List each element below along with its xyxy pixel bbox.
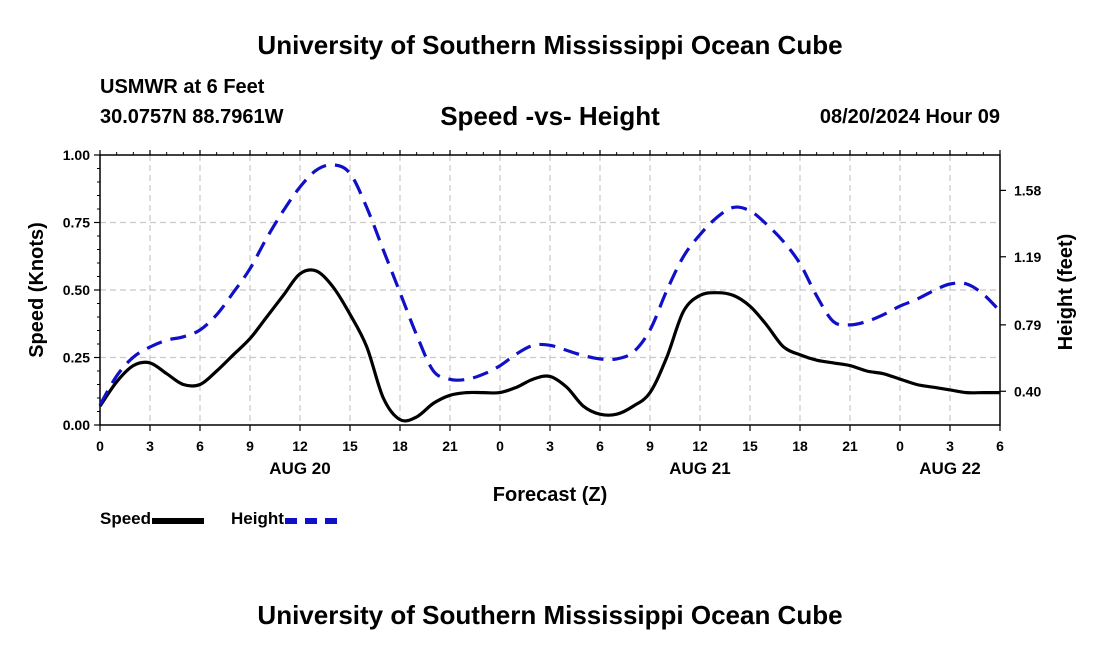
forecast-datetime: 08/20/2024 Hour 09 bbox=[819, 106, 1000, 128]
station-coordinates: 30.0757N 88.7961W bbox=[100, 106, 284, 128]
date-label: AUG 22 bbox=[919, 459, 980, 478]
x-axis-title: Forecast (Z) bbox=[493, 484, 607, 506]
station-name: USMWR at 6 Feet bbox=[100, 76, 265, 98]
x-tick-label: 12 bbox=[692, 438, 708, 454]
y2-tick-label: 1.58 bbox=[1014, 182, 1041, 198]
series-lines bbox=[98, 163, 1002, 423]
y-axis-title: Speed (Knots) bbox=[26, 222, 48, 358]
y2-tick-label: 1.19 bbox=[1014, 249, 1041, 265]
legend-height: Height bbox=[231, 509, 337, 529]
legend-height-label: Height bbox=[231, 509, 284, 528]
x-tick-label: 9 bbox=[246, 438, 254, 454]
y-tick-label: 0.25 bbox=[63, 350, 90, 366]
grid-lines bbox=[100, 155, 1000, 425]
legend-height-swatch bbox=[284, 517, 337, 524]
y2-axis-title: Height (feet) bbox=[1055, 234, 1077, 351]
x-tick-label: 3 bbox=[946, 438, 954, 454]
x-tick-label: 6 bbox=[996, 438, 1004, 454]
legend-speed-swatch bbox=[152, 517, 205, 524]
x-tick-label: 21 bbox=[842, 438, 858, 454]
y2-tick-label: 0.79 bbox=[1014, 317, 1041, 333]
y-tick-label: 1.00 bbox=[63, 147, 90, 163]
date-label: AUG 21 bbox=[669, 459, 730, 478]
series-line-height bbox=[98, 163, 1002, 406]
y2-tick-label: 0.40 bbox=[1014, 383, 1041, 399]
x-tick-label: 0 bbox=[896, 438, 904, 454]
x-tick-label: 15 bbox=[342, 438, 358, 454]
x-tick-label: 15 bbox=[742, 438, 758, 454]
footer-title: University of Southern Mississippi Ocean… bbox=[257, 600, 843, 630]
x-tick-label: 9 bbox=[646, 438, 654, 454]
legend-speed-label: Speed bbox=[100, 509, 152, 528]
date-label: AUG 20 bbox=[269, 459, 330, 478]
chart-title: Speed -vs- Height bbox=[440, 101, 660, 131]
x-tick-label: 18 bbox=[792, 438, 808, 454]
y-tick-label: 0.50 bbox=[63, 282, 90, 298]
x-tick-label: 21 bbox=[442, 438, 458, 454]
x-tick-label: 0 bbox=[496, 438, 504, 454]
page-title: University of Southern Mississippi Ocean… bbox=[257, 30, 843, 60]
y-tick-label: 0.00 bbox=[63, 417, 90, 433]
x-tick-label: 18 bbox=[392, 438, 408, 454]
series-line-speed bbox=[98, 268, 1000, 423]
x-tick-label: 3 bbox=[546, 438, 554, 454]
axis-labels: 0 3 6 9 12 15 18 21 0 3 6 9 12 15 18 21 0 3 6 0.00 0.25 0.50 0… bbox=[63, 147, 1042, 478]
x-tick-label: 6 bbox=[596, 438, 604, 454]
x-tick-label: 6 bbox=[196, 438, 204, 454]
x-tick-label: 0 bbox=[96, 438, 104, 454]
legend-speed: Speed bbox=[100, 509, 205, 529]
x-tick-label: 3 bbox=[146, 438, 154, 454]
x-tick-label: 12 bbox=[292, 438, 308, 454]
y-tick-label: 0.75 bbox=[63, 215, 90, 231]
axis-ticks bbox=[94, 150, 1006, 431]
